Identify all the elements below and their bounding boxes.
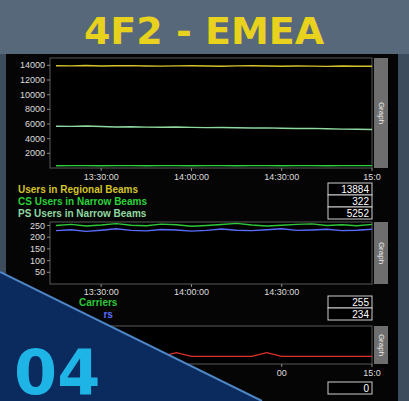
y-tick-label: 10000 xyxy=(20,90,45,100)
legend-entry: rs xyxy=(103,309,113,320)
y-tick xyxy=(47,272,50,273)
current-value: 255 xyxy=(352,297,369,308)
y-tick-label: 150 xyxy=(30,244,45,254)
value-box xyxy=(328,183,372,195)
y-tick-label: 200 xyxy=(30,232,45,242)
x-tick-label: 13:30:00 xyxy=(84,172,119,182)
y-tick-label: 50 xyxy=(35,267,45,277)
y-tick xyxy=(47,260,50,261)
y-tick xyxy=(47,153,50,154)
plot-frame xyxy=(50,222,372,284)
y-tick-label: 250 xyxy=(30,221,45,231)
x-tick-label: 14:30:00 xyxy=(264,287,299,297)
x-tick-label: 00 xyxy=(277,368,287,378)
x-tick-label: 15:0 xyxy=(363,368,381,378)
x-tick xyxy=(101,168,102,171)
legend-entry: Carriers xyxy=(79,297,118,308)
title: 4F2 - EMEA xyxy=(84,9,325,53)
chart: Graph 50100 150 200250 13:30:00 14:00:00 14:30… xyxy=(30,221,388,320)
y-tick xyxy=(47,138,50,139)
x-tick xyxy=(372,364,373,367)
series-line xyxy=(56,126,372,129)
chart: Graph 2000 4000 6000 8000 10000 12000 14000 13:3… xyxy=(18,58,388,219)
tab xyxy=(374,326,388,364)
y-tick xyxy=(47,109,50,110)
y-tick-label: 4000 xyxy=(25,134,45,144)
x-tick xyxy=(281,168,282,171)
current-value: 13884 xyxy=(341,184,369,195)
y-tick-label: 2000 xyxy=(25,148,45,158)
y-tick xyxy=(47,124,50,125)
x-tick xyxy=(372,168,373,171)
x-tick-label: 14:00:00 xyxy=(174,172,209,182)
x-tick-label: 14:30:00 xyxy=(264,172,299,182)
y-tick-label: 14000 xyxy=(20,60,45,70)
marks xyxy=(56,65,372,165)
x-tick-label: 14:00:00 xyxy=(174,287,209,297)
value-box xyxy=(328,296,372,308)
title-bar xyxy=(0,0,409,54)
tab-label: Graph xyxy=(377,334,386,356)
overlay-text: 04 xyxy=(14,336,100,401)
value-box xyxy=(328,382,372,394)
y-tick xyxy=(47,65,50,66)
y-tick-label: 6000 xyxy=(25,119,45,129)
legend-entry: PS Users in Narrow Beams xyxy=(18,208,147,219)
value-box xyxy=(328,207,372,219)
current-value: 0 xyxy=(363,383,369,394)
page: 4F2 - EMEAGraph2000400060008000100001200… xyxy=(0,0,409,401)
x-tick-label: 13:30:00 xyxy=(84,287,119,297)
series-line xyxy=(56,223,372,226)
x-tick xyxy=(191,168,192,171)
legend-entry: Users in Regional Beams xyxy=(18,184,138,195)
y-tick-label: 12000 xyxy=(20,75,45,85)
current-value: 234 xyxy=(352,309,369,320)
series-line xyxy=(56,65,372,67)
value-box xyxy=(328,308,372,320)
x-tick-label: 15:0 xyxy=(363,172,381,182)
y-tick xyxy=(47,80,50,81)
tab xyxy=(374,222,388,284)
series-line xyxy=(56,165,372,167)
series-line xyxy=(56,229,372,232)
tab-label: Graph xyxy=(377,102,386,124)
y-tick xyxy=(47,94,50,95)
y-tick xyxy=(47,248,50,249)
current-value: 5252 xyxy=(347,208,370,219)
value-box xyxy=(328,195,372,207)
y-tick-label: 100 xyxy=(30,256,45,266)
legend-entry: CS Users in Narrow Beams xyxy=(18,196,147,207)
y-tick xyxy=(47,237,50,238)
y-tick xyxy=(47,225,50,226)
tab-label: Graph xyxy=(377,242,386,264)
y-tick-label: 8000 xyxy=(25,104,45,114)
current-value: 322 xyxy=(352,196,369,207)
x-tick xyxy=(281,364,282,367)
tab xyxy=(374,58,388,168)
plot-frame xyxy=(50,58,372,168)
marks xyxy=(56,223,372,231)
